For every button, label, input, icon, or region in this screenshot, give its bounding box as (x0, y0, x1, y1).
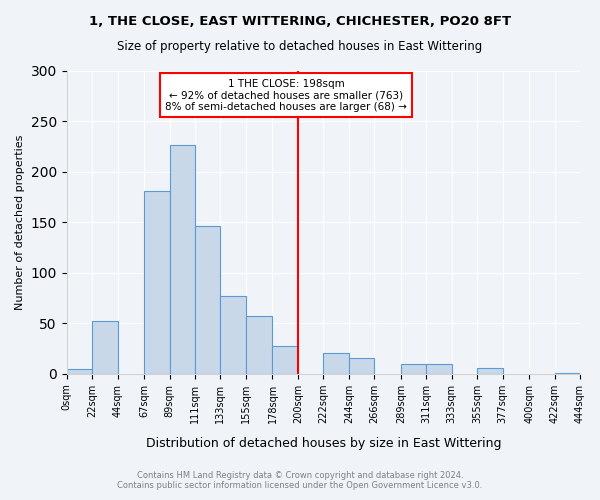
Bar (426, 364, 452, 374)
Text: Size of property relative to detached houses in East Wittering: Size of property relative to detached ho… (118, 40, 482, 53)
Bar (220, 296, 246, 374)
X-axis label: Distribution of detached houses by size in East Wittering: Distribution of detached houses by size … (146, 437, 501, 450)
Y-axis label: Number of detached properties: Number of detached properties (15, 134, 25, 310)
Bar (349, 358, 374, 374)
Text: Contains HM Land Registry data © Crown copyright and database right 2024.
Contai: Contains HM Land Registry data © Crown c… (118, 470, 482, 490)
Text: 1, THE CLOSE, EAST WITTERING, CHICHESTER, PO20 8FT: 1, THE CLOSE, EAST WITTERING, CHICHESTER… (89, 15, 511, 28)
Bar (554, 373, 580, 374)
Text: 1 THE CLOSE: 198sqm
← 92% of detached houses are smaller (763)
8% of semi-detach: 1 THE CLOSE: 198sqm ← 92% of detached ho… (166, 78, 407, 112)
Bar (195, 226, 220, 374)
Bar (477, 368, 503, 374)
Bar (92, 322, 118, 374)
Bar (144, 191, 170, 374)
Bar (170, 146, 195, 374)
Bar (323, 352, 349, 374)
Bar (246, 316, 272, 374)
Bar (401, 364, 426, 374)
Bar (272, 346, 298, 374)
Bar (67, 369, 92, 374)
